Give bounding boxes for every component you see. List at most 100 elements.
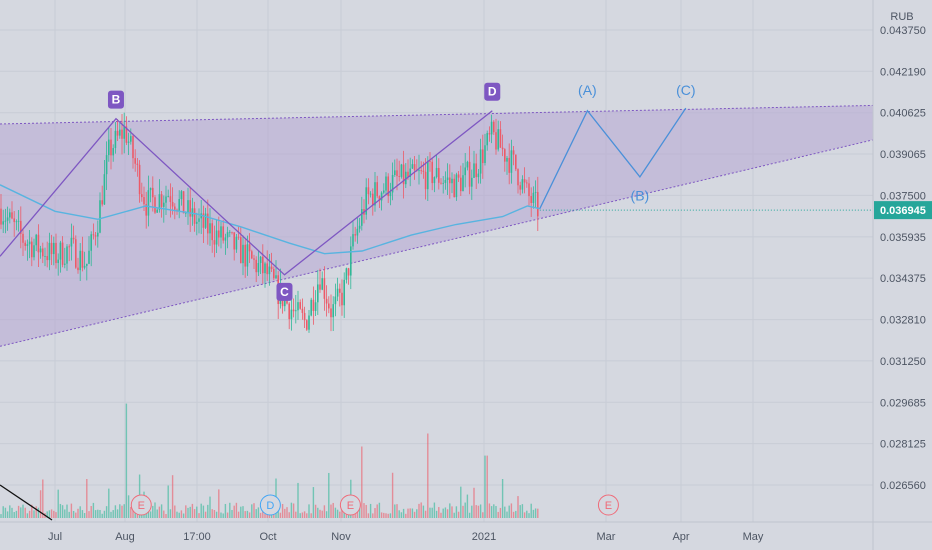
time-tick-label: Jul [48, 531, 62, 543]
volume-bar [413, 511, 416, 518]
volume-bar [207, 504, 209, 518]
volume-bar [180, 510, 183, 518]
candle-body [330, 308, 332, 318]
candle-body [310, 299, 312, 316]
volume-bar [314, 504, 317, 518]
volume-bar [343, 509, 345, 518]
candle-body [312, 299, 315, 311]
candle-body [303, 312, 306, 321]
wave-point-C-badge [276, 282, 293, 301]
candle-body [446, 177, 449, 180]
volume-bar [383, 512, 385, 518]
volume-bar [424, 510, 427, 518]
volume-bar [319, 509, 321, 518]
candle-body [46, 256, 48, 261]
candle-body [145, 204, 147, 216]
volume-bar [358, 504, 361, 518]
candle-body [464, 167, 466, 176]
volume-bar [88, 511, 90, 518]
candle-body [273, 269, 275, 279]
triangle-pattern[interactable] [0, 104, 874, 347]
candle-body [152, 187, 154, 198]
volume-bar [79, 506, 81, 518]
candle-body [61, 242, 64, 265]
wave-projection[interactable]: (A) (B) (C) [539, 82, 696, 209]
volume-bar [391, 472, 394, 518]
volume-bar [455, 506, 458, 518]
event-marker-earnings [130, 494, 152, 516]
volume-bar [37, 507, 40, 518]
candle-body [387, 176, 389, 197]
candle-body [127, 141, 130, 143]
volume-bar [123, 504, 125, 518]
price-axis[interactable]: RUB 0.043750 0.042190 0.040625 0.039065 0.03… [872, 0, 932, 550]
volume-bar [290, 502, 293, 518]
volume-bar [431, 507, 433, 518]
candle-body [202, 213, 205, 228]
volume-bar [457, 511, 460, 518]
volume-bar [33, 510, 35, 518]
candle-body [433, 177, 436, 184]
candle-body [504, 149, 506, 162]
trend-line-tool[interactable] [0, 484, 53, 521]
candle-body [110, 139, 112, 156]
candle-body [275, 275, 277, 279]
candle-body [517, 169, 519, 186]
volume-bar [202, 505, 205, 518]
candle-body [39, 248, 42, 253]
candle-body [180, 191, 183, 200]
volume-bar [94, 510, 97, 518]
volume-bar [499, 507, 502, 518]
candle-body [33, 245, 35, 258]
candle-body [178, 199, 180, 211]
candle-body [156, 209, 158, 213]
volume-bar [200, 503, 202, 518]
volume-bar [20, 507, 22, 518]
candle-body [182, 191, 185, 214]
time-axis[interactable]: Jul Aug 17:00 Oct Nov 2021 Mar Apr May [0, 521, 932, 543]
wave-point-D-label: D [488, 85, 497, 99]
candle-body [75, 239, 77, 268]
projection-label: (A) [578, 82, 597, 98]
volume-bar [75, 512, 77, 518]
volume-bar [213, 510, 216, 518]
candle-body [356, 228, 359, 236]
volume-bar [0, 514, 2, 518]
candle-body [125, 126, 128, 143]
candle-body [48, 242, 51, 261]
price-tick-label: 0.029685 [880, 397, 926, 409]
candle-body [83, 265, 86, 268]
volume-bar [125, 403, 128, 518]
candle-body [20, 220, 22, 234]
candle-body [264, 263, 266, 274]
candle-body [420, 170, 422, 172]
price-tick-label: 0.034375 [880, 273, 926, 285]
volume-bar [365, 504, 367, 518]
candle-body [286, 298, 288, 304]
volume-bar [394, 504, 396, 518]
volume-bar [97, 509, 99, 518]
candle-body [77, 267, 79, 271]
candle-body [336, 288, 339, 297]
wave-drawing[interactable]: B C D [0, 82, 501, 301]
volume-bar [35, 506, 37, 518]
volume-bar [191, 503, 194, 518]
candle-body [55, 242, 57, 264]
candle-body [343, 279, 345, 306]
candle-body [130, 136, 132, 142]
candle-body [473, 163, 475, 178]
volume-bar [528, 513, 530, 518]
volume-bar [28, 510, 31, 518]
candle-body [171, 201, 174, 207]
candle-body [101, 200, 103, 205]
volume-bar [246, 510, 249, 518]
volume-bar [112, 510, 114, 518]
candle-body [196, 221, 198, 224]
candle-body [534, 192, 537, 193]
wave-point-C-label: C [280, 285, 289, 299]
price-tick-label: 0.035935 [880, 232, 926, 244]
candle-body [334, 296, 337, 305]
candle-body [398, 176, 400, 177]
